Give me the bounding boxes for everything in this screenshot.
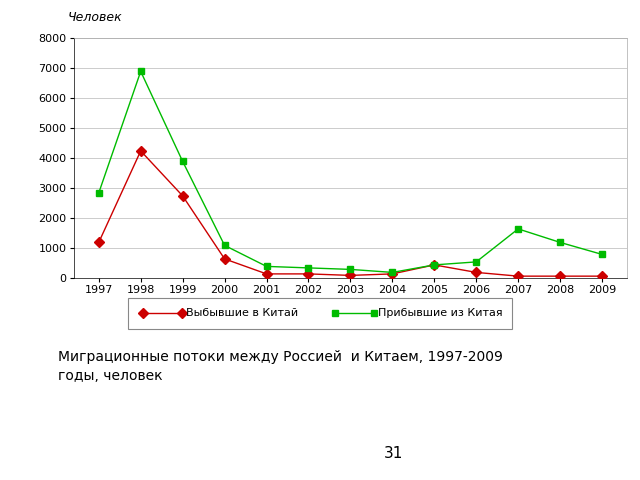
Text: Прибывшие из Китая: Прибывшие из Китая: [378, 308, 502, 318]
Text: Миграционные потоки между Россией  и Китаем, 1997-2009
годы, человек: Миграционные потоки между Россией и Кита…: [58, 350, 502, 383]
Text: Человек: Человек: [68, 11, 123, 24]
Text: 31: 31: [384, 446, 403, 461]
Text: Выбывшие в Китай: Выбывшие в Китай: [186, 308, 298, 318]
FancyBboxPatch shape: [128, 298, 512, 329]
